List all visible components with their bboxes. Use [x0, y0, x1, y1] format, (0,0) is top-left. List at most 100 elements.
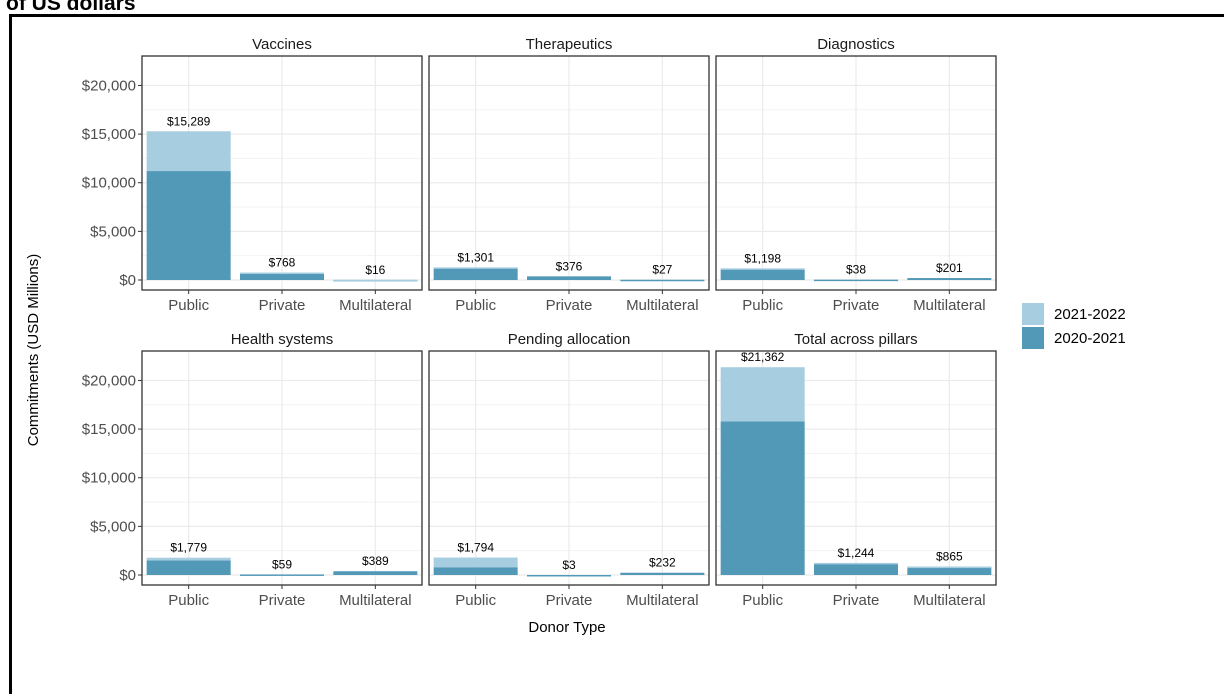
legend-swatch: [1022, 327, 1044, 349]
data-label: $1,198: [744, 251, 781, 265]
x-tick-label: Private: [833, 297, 880, 314]
x-tick-label: Multilateral: [913, 592, 986, 609]
panel-border: [428, 350, 710, 586]
y-tick-label: $15,000: [82, 126, 136, 143]
bar-2021-2022: [146, 557, 231, 561]
y-tick-label: $0: [119, 272, 136, 289]
data-label: $389: [362, 554, 389, 568]
data-label: $376: [556, 259, 583, 273]
bar-2020-2021: [814, 563, 898, 575]
bar-2021-2022: [240, 272, 324, 275]
bar-2020-2021: [907, 278, 992, 280]
bar-2020-2021: [333, 571, 418, 575]
bar-2020-2021: [240, 273, 324, 280]
bar-2021-2022: [146, 131, 231, 172]
x-tick-label: Public: [455, 592, 496, 609]
x-tick-label: Private: [546, 297, 593, 314]
chart-frame: [9, 14, 1224, 694]
y-tick-label: $5,000: [90, 518, 136, 535]
y-tick-label: $0: [119, 567, 136, 584]
x-tick-label: Public: [742, 297, 783, 314]
panel-therapeutics: Therapeutics $1,301 Public $376 Private $27 Mu…: [428, 36, 710, 314]
y-tick-label: $15,000: [82, 421, 136, 438]
y-tick-label: $5,000: [90, 223, 136, 240]
bar-2020-2021: [146, 560, 231, 575]
bar-2020-2021: [527, 574, 611, 577]
data-label: $16: [365, 263, 385, 277]
x-tick-label: Public: [742, 592, 783, 609]
x-tick-label: Multilateral: [626, 592, 699, 609]
x-tick-label: Private: [259, 592, 306, 609]
x-tick-label: Private: [833, 592, 880, 609]
facet-title: Pending allocation: [508, 331, 631, 348]
panel-border: [715, 350, 997, 586]
y-tick-label: $20,000: [82, 77, 136, 94]
data-label: $1,794: [457, 541, 494, 555]
x-tick-label: Multilateral: [626, 297, 699, 314]
data-label: $865: [936, 550, 963, 564]
panel-diagnostics: Diagnostics $1,198 Public $38 Private $201 Mul…: [715, 36, 997, 314]
x-axis-label: Donor Type: [528, 619, 605, 636]
bar-2020-2021: [620, 572, 705, 575]
data-label: $59: [272, 557, 292, 571]
x-tick-label: Multilateral: [339, 297, 412, 314]
data-label: $201: [936, 261, 963, 275]
legend-swatch: [1022, 303, 1044, 325]
panel-vaccines: Vaccines $15,289 Public $768 Private $16 Multi…: [82, 36, 423, 314]
bar-2020-2021: [433, 567, 518, 575]
x-tick-label: Private: [259, 297, 306, 314]
legend-label: 2021-2022: [1054, 306, 1126, 323]
bar-2020-2021: [620, 279, 705, 282]
data-label: $1,301: [457, 250, 494, 264]
bar-2021-2022: [720, 268, 805, 270]
facet-title: Diagnostics: [817, 36, 895, 53]
bar-2021-2022: [433, 267, 518, 269]
data-label: $232: [649, 556, 676, 570]
bar-2020-2021: [720, 421, 805, 575]
bar-2021-2022: [333, 279, 418, 282]
bar-2021-2022: [720, 367, 805, 422]
data-label: $38: [846, 263, 866, 277]
data-label: $21,362: [741, 350, 785, 364]
panel-border: [715, 55, 997, 291]
x-tick-label: Public: [168, 592, 209, 609]
data-label: $3: [562, 558, 576, 572]
panel-pending-allocation: Pending allocation $1,794 Public $3 Private $…: [428, 331, 710, 609]
bar-2021-2022: [814, 562, 898, 565]
facet-title: Vaccines: [252, 36, 312, 53]
bar-2021-2022: [433, 557, 518, 568]
bar-2020-2021: [527, 276, 611, 280]
panel-border: [141, 350, 423, 586]
legend: 2021-2022 2020-2021: [1022, 303, 1126, 349]
legend-label: 2020-2021: [1054, 330, 1126, 347]
x-tick-label: Private: [546, 592, 593, 609]
x-tick-label: Multilateral: [913, 297, 986, 314]
x-tick-label: Multilateral: [339, 592, 412, 609]
panel-border: [428, 55, 710, 291]
y-tick-label: $10,000: [82, 470, 136, 487]
facet-title: Total across pillars: [794, 331, 917, 348]
panel-health-systems: Health systems $1,779 Public $59 Private $389…: [82, 331, 423, 609]
bar-2020-2021: [240, 574, 324, 576]
bar-2020-2021: [146, 171, 231, 280]
data-label: $1,779: [170, 541, 207, 555]
bar-2021-2022: [907, 566, 992, 569]
data-label: $15,289: [167, 114, 211, 128]
data-label: $768: [269, 256, 296, 270]
faceted-bar-chart: Vaccines $15,289 Public $768 Private $16 Multi…: [25, 36, 1126, 636]
bar-2020-2021: [814, 279, 898, 282]
panel-border: [141, 55, 423, 291]
facet-title: Health systems: [231, 331, 334, 348]
y-tick-label: $20,000: [82, 372, 136, 389]
facet-title: Therapeutics: [526, 36, 613, 53]
bar-2020-2021: [720, 268, 805, 280]
panel-total-across-pillars: Total across pillars $21,362 Public $1,244 P…: [715, 331, 997, 609]
y-tick-label: $10,000: [82, 175, 136, 192]
data-label: $1,244: [838, 546, 875, 560]
page-title: of US dollars: [6, 0, 136, 15]
x-tick-label: Public: [455, 297, 496, 314]
x-tick-label: Public: [168, 297, 209, 314]
data-label: $27: [652, 263, 672, 277]
bar-2020-2021: [907, 566, 992, 575]
y-axis-label: Commitments (USD Millions): [25, 254, 42, 447]
